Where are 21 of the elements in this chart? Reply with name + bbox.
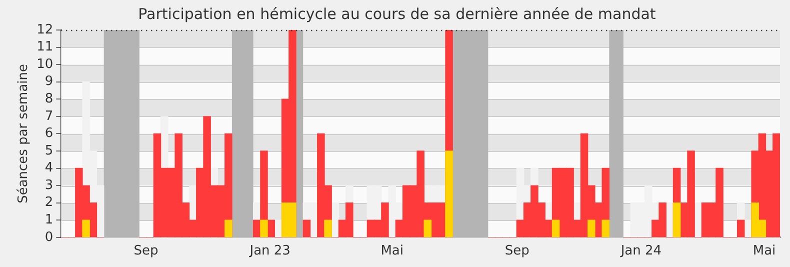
y-tick-label: 11 [36,40,54,55]
chart-title: Participation en hémicycle au cours de sa dernière année de mandat [138,4,656,23]
x-tick-label: Mai [380,244,404,259]
x-tick-label: Jan 23 [248,244,290,259]
x-tick-label: Mai [752,244,776,259]
y-tick-label: 1 [44,212,54,228]
y-tick-label: 9 [44,74,54,90]
y-tick-label: 10 [36,56,54,72]
x-tick-label: Sep [134,244,158,259]
y-axis-title: Séances par semaine [16,64,32,204]
x-tick-label: Jan 24 [620,244,662,259]
y-tick-label: 6 [44,126,54,142]
y-tick-label: 2 [44,195,54,210]
y-tick-label: 5 [44,143,54,158]
y-tick-label: 3 [44,178,54,193]
y-tick-label: 12 [36,22,54,38]
x-tick-label: Sep [504,244,530,259]
y-tick-label: 0 [44,230,54,245]
y-tick-label: 8 [44,92,54,107]
y-tick-label: 7 [44,108,54,124]
y-tick-label: 4 [44,160,54,176]
